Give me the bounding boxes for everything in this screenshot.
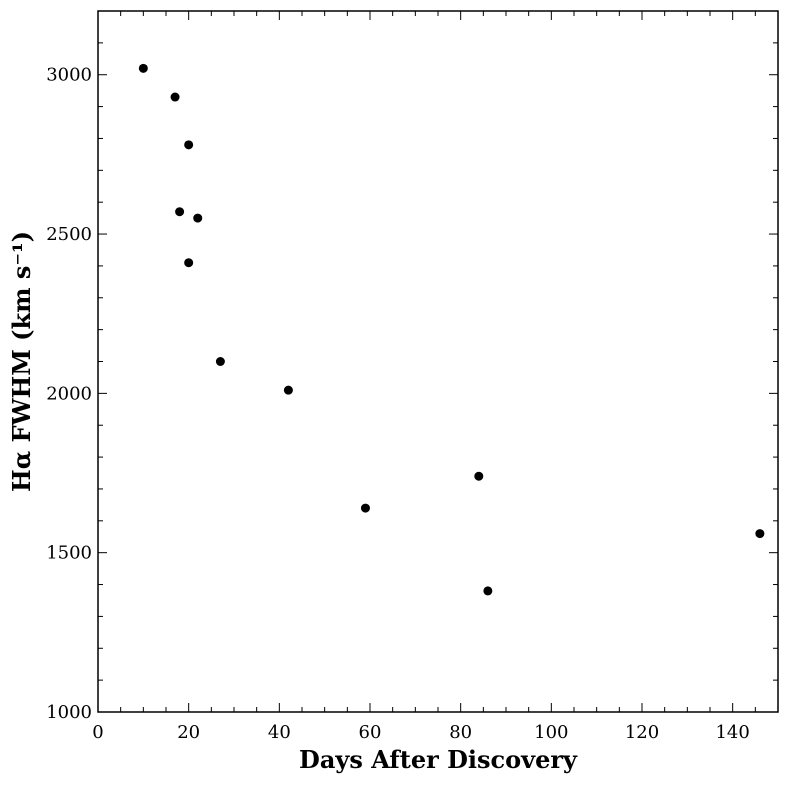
x-axis-title: Days After Discovery [299,745,578,774]
data-points [138,63,765,596]
y-axis-title: Hα FWHM (km s⁻¹) [7,231,36,492]
x-tick-label: 120 [625,722,659,743]
data-point [474,471,484,481]
y-tick-label: 1500 [46,543,92,564]
y-tick-label: 1000 [46,702,92,723]
x-tick-label: 60 [359,722,382,743]
data-point [138,63,148,73]
y-tick-label: 2000 [46,383,92,404]
x-tick-label: 0 [92,722,103,743]
x-tick-label: 100 [534,722,568,743]
data-point [755,529,765,539]
data-point [184,140,194,150]
data-point [193,213,203,223]
y-tick-label: 3000 [46,65,92,86]
x-tick-label: 20 [177,722,200,743]
tick-labels: 0 20 40 60 80 100 120 140 1000 1500 2000 2500 3000 [46,65,750,743]
x-tick-label: 140 [715,722,749,743]
data-point [175,207,185,217]
data-point [184,258,194,268]
data-point [360,503,370,513]
x-tick-label: 40 [268,722,291,743]
y-tick-label: 2500 [46,224,92,245]
data-point [170,92,180,102]
plot-frame [97,10,779,713]
data-point [483,586,493,596]
data-point [283,385,293,395]
axis-ticks [97,10,779,713]
x-tick-label: 80 [449,722,472,743]
data-point [215,357,225,366]
